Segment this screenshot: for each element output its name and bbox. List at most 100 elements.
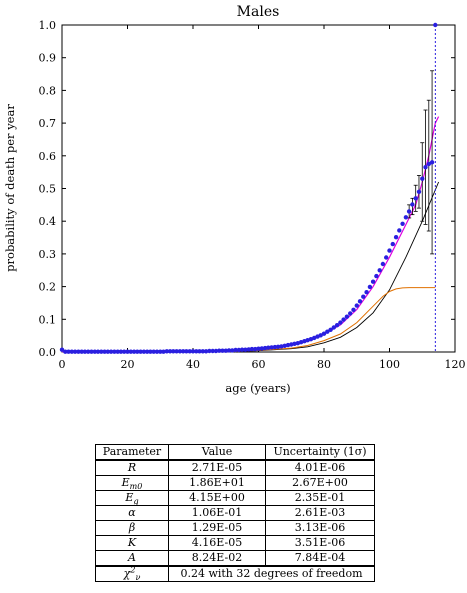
data-point bbox=[223, 348, 228, 353]
data-point bbox=[167, 349, 173, 354]
y-tick-label: 0.1 bbox=[39, 313, 57, 326]
data-point bbox=[328, 327, 333, 332]
data-point bbox=[367, 284, 373, 290]
data-point bbox=[275, 344, 281, 349]
chart-title: Males bbox=[237, 4, 280, 20]
data-point bbox=[331, 325, 336, 330]
data-point bbox=[138, 349, 143, 354]
data-point bbox=[370, 279, 376, 284]
y-tick-label: 0.6 bbox=[39, 150, 57, 163]
data-point bbox=[282, 343, 287, 348]
y-axis-label: probability of death per year bbox=[3, 104, 17, 272]
data-point bbox=[177, 349, 183, 354]
param-cell: Eg bbox=[95, 490, 169, 506]
table-row: Eg 4.15E+00 2.35E-01 bbox=[95, 490, 375, 506]
y-tick-label: 1.0 bbox=[39, 19, 57, 32]
header-uncertainty: Uncertainty (1σ) bbox=[265, 444, 375, 461]
chi-square-row: χ2ν 0.24 with 32 degrees of freedom bbox=[95, 565, 375, 582]
data-point bbox=[184, 349, 189, 354]
data-point bbox=[416, 189, 422, 194]
data-point bbox=[76, 349, 81, 354]
value-cell: 4.16E-05 bbox=[168, 535, 266, 551]
x-tick-label: 60 bbox=[252, 358, 266, 371]
data-point bbox=[253, 346, 258, 352]
data-point bbox=[190, 349, 196, 354]
data-point bbox=[181, 349, 186, 354]
data-point bbox=[99, 349, 104, 354]
data-point bbox=[145, 349, 150, 354]
data-point bbox=[89, 349, 94, 354]
data-point bbox=[203, 349, 209, 354]
mortality-chart: Males 0 20 40 60 80 100 120 0.0 0.1 0.2 0.3 0.4 0.5 0… bbox=[3, 4, 466, 395]
header-value: Value bbox=[168, 444, 266, 461]
data-point bbox=[433, 22, 438, 28]
error-bar bbox=[420, 142, 425, 222]
chi-square-symbol: χ2ν bbox=[95, 565, 169, 582]
table-header-row: Parameter Value Uncertainty (1σ) bbox=[95, 444, 375, 461]
data-point bbox=[292, 341, 297, 346]
data-point bbox=[269, 345, 274, 350]
x-tick-label: 80 bbox=[317, 358, 331, 371]
data-point bbox=[266, 345, 271, 350]
y-tick-label: 0.4 bbox=[39, 215, 57, 228]
data-point bbox=[230, 348, 235, 353]
x-axis-label: age (years) bbox=[225, 381, 290, 395]
data-point bbox=[243, 347, 248, 352]
data-point bbox=[174, 349, 179, 354]
data-point bbox=[66, 349, 71, 354]
data-point bbox=[197, 349, 202, 354]
data-point bbox=[361, 294, 366, 299]
data-point bbox=[135, 349, 140, 354]
black-component-curve bbox=[192, 181, 440, 353]
data-point bbox=[59, 347, 65, 352]
parameter-table: Parameter Value Uncertainty (1σ) R 2.71E-… bbox=[95, 444, 375, 582]
data-point bbox=[305, 338, 310, 343]
data-point bbox=[151, 349, 156, 354]
data-point bbox=[187, 349, 192, 354]
value-cell: 2.71E-05 bbox=[168, 459, 266, 476]
uncertainty-cell: 2.67E+00 bbox=[265, 475, 375, 491]
data-point bbox=[312, 335, 317, 341]
data-point bbox=[420, 176, 425, 181]
y-tick-label: 0.9 bbox=[39, 52, 57, 65]
uncertainty-cell: 7.84E-04 bbox=[265, 550, 375, 567]
value-cell: 1.29E-05 bbox=[168, 520, 266, 536]
data-point bbox=[161, 349, 166, 354]
data-point bbox=[200, 349, 205, 354]
table-row: A 8.24E-02 7.84E-04 bbox=[95, 550, 375, 567]
y-tick-label: 0.3 bbox=[39, 248, 57, 261]
y-tick-label: 0.0 bbox=[39, 346, 57, 359]
data-point bbox=[226, 348, 232, 353]
data-point bbox=[406, 209, 412, 214]
data-point bbox=[108, 349, 114, 354]
data-point bbox=[357, 299, 363, 304]
data-point bbox=[164, 349, 169, 354]
data-point bbox=[125, 349, 130, 354]
data-point bbox=[393, 235, 399, 240]
param-cell: β bbox=[95, 520, 169, 536]
uncertainty-cell: 3.51E-06 bbox=[265, 535, 375, 551]
data-point bbox=[118, 349, 124, 354]
data-point bbox=[377, 268, 382, 273]
uncertainty-cell: 4.01E-06 bbox=[265, 459, 375, 476]
fit-curve bbox=[62, 116, 440, 353]
data-point bbox=[400, 221, 405, 226]
uncertainty-cell: 3.13E-06 bbox=[265, 520, 375, 536]
data-point bbox=[220, 348, 225, 353]
data-point bbox=[341, 317, 346, 322]
chi-square-value: 0.24 with 32 degrees of freedom bbox=[168, 565, 375, 582]
data-point bbox=[348, 311, 353, 316]
data-point bbox=[298, 340, 304, 345]
data-point bbox=[410, 202, 415, 207]
data-point bbox=[207, 348, 212, 354]
x-tick-label: 120 bbox=[445, 358, 466, 371]
y-tick-label: 0.5 bbox=[39, 183, 57, 196]
data-point bbox=[262, 345, 268, 351]
data-point bbox=[233, 347, 238, 353]
orange-component-curve bbox=[192, 287, 436, 353]
data-point bbox=[384, 255, 389, 260]
data-point bbox=[105, 349, 111, 354]
data-point bbox=[423, 165, 428, 170]
data-point bbox=[429, 160, 435, 165]
table-row: β 1.29E-05 3.13E-06 bbox=[95, 520, 375, 536]
